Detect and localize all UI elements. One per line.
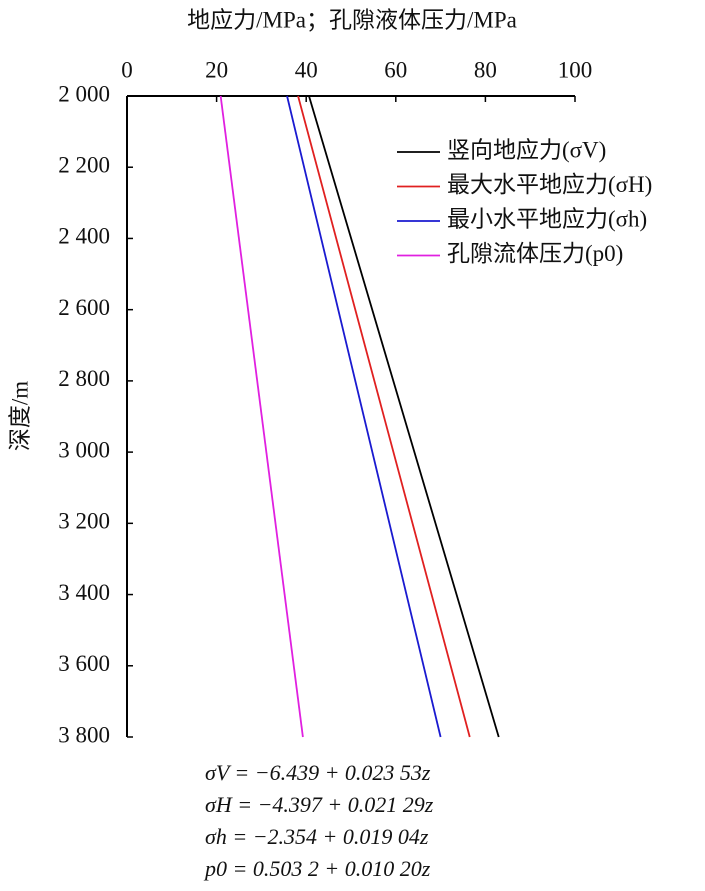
y-tick-label: 3 600	[58, 651, 110, 676]
y-tick-label: 2 400	[58, 224, 110, 249]
y-tick-label: 2 200	[58, 153, 110, 178]
x-tick-label: 100	[558, 57, 593, 82]
y-tick-label: 3 400	[58, 580, 110, 605]
legend-label: 最大水平地应力(σH)	[447, 172, 652, 197]
equation: σh = −2.354 + 0.019 04z	[205, 824, 429, 849]
x-tick-label: 80	[474, 57, 497, 82]
y-tick-label: 3 800	[58, 722, 110, 747]
y-tick-label: 3 200	[58, 509, 110, 534]
chart-title: 地应力/MPa；孔隙液体压力/MPa	[187, 7, 517, 32]
series-line	[219, 95, 304, 738]
x-tick-label: 40	[295, 57, 318, 82]
series-line	[297, 95, 471, 738]
y-tick-label: 2 600	[58, 295, 110, 320]
y-tick-label: 2 000	[58, 81, 110, 106]
y-tick-label: 2 800	[58, 366, 110, 391]
y-axis-title: 深度/m	[7, 381, 32, 451]
series-line	[286, 95, 442, 738]
x-tick-label: 60	[384, 57, 407, 82]
series-line	[308, 95, 500, 738]
legend-label: 孔隙流体压力(p0)	[447, 241, 623, 266]
equation: σH = −4.397 + 0.021 29z	[205, 792, 434, 817]
equation: p0 = 0.503 2 + 0.010 20z	[203, 856, 431, 881]
equation: σV = −6.439 + 0.023 53z	[205, 760, 431, 785]
x-tick-label: 20	[205, 57, 228, 82]
legend-label: 最小水平地应力(σh)	[447, 206, 647, 231]
y-tick-label: 3 000	[58, 437, 110, 462]
x-tick-label: 0	[121, 57, 133, 82]
legend-label: 竖向地应力(σV)	[447, 137, 606, 162]
